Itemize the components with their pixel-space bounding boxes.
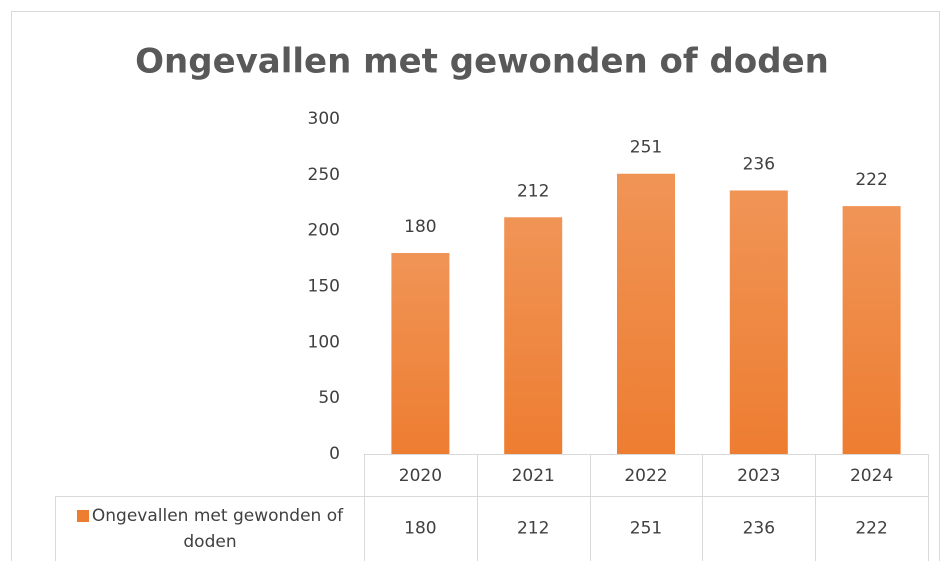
- legend-label: Ongevallen met gewonden of doden: [91, 506, 344, 552]
- x-tick-label: 2020: [399, 466, 442, 486]
- table-value: 236: [743, 519, 775, 539]
- data-label: 222: [855, 170, 887, 190]
- chart-title: Ongevallen met gewonden of doden: [135, 42, 829, 82]
- y-tick-label: 200: [308, 221, 340, 241]
- data-label: 251: [630, 138, 662, 158]
- x-tick-label: 2022: [624, 466, 667, 486]
- table-value: 222: [855, 519, 887, 539]
- table-value: 251: [630, 519, 662, 539]
- y-tick-label: 0: [329, 444, 340, 464]
- y-tick-label: 300: [308, 109, 340, 129]
- legend: Ongevallen met gewonden of doden: [60, 500, 360, 558]
- y-tick-label: 250: [308, 165, 340, 185]
- data-label: 212: [517, 181, 549, 201]
- bar: [842, 206, 901, 454]
- y-tick-label: 100: [308, 332, 340, 352]
- bar: [391, 253, 450, 454]
- x-tick-label: 2021: [512, 466, 555, 486]
- legend-swatch: [76, 510, 89, 522]
- table-value: 180: [404, 519, 436, 539]
- table-value: 212: [517, 519, 549, 539]
- bar: [729, 190, 788, 454]
- data-label: 180: [404, 217, 436, 237]
- x-tick-label: 2023: [737, 466, 780, 486]
- data-label: 236: [743, 154, 775, 174]
- chart-border: [11, 11, 940, 561]
- y-tick-label: 150: [308, 277, 340, 297]
- bar: [504, 217, 563, 454]
- bar: [617, 173, 675, 454]
- y-tick-label: 50: [318, 388, 340, 408]
- x-tick-label: 2024: [850, 466, 893, 486]
